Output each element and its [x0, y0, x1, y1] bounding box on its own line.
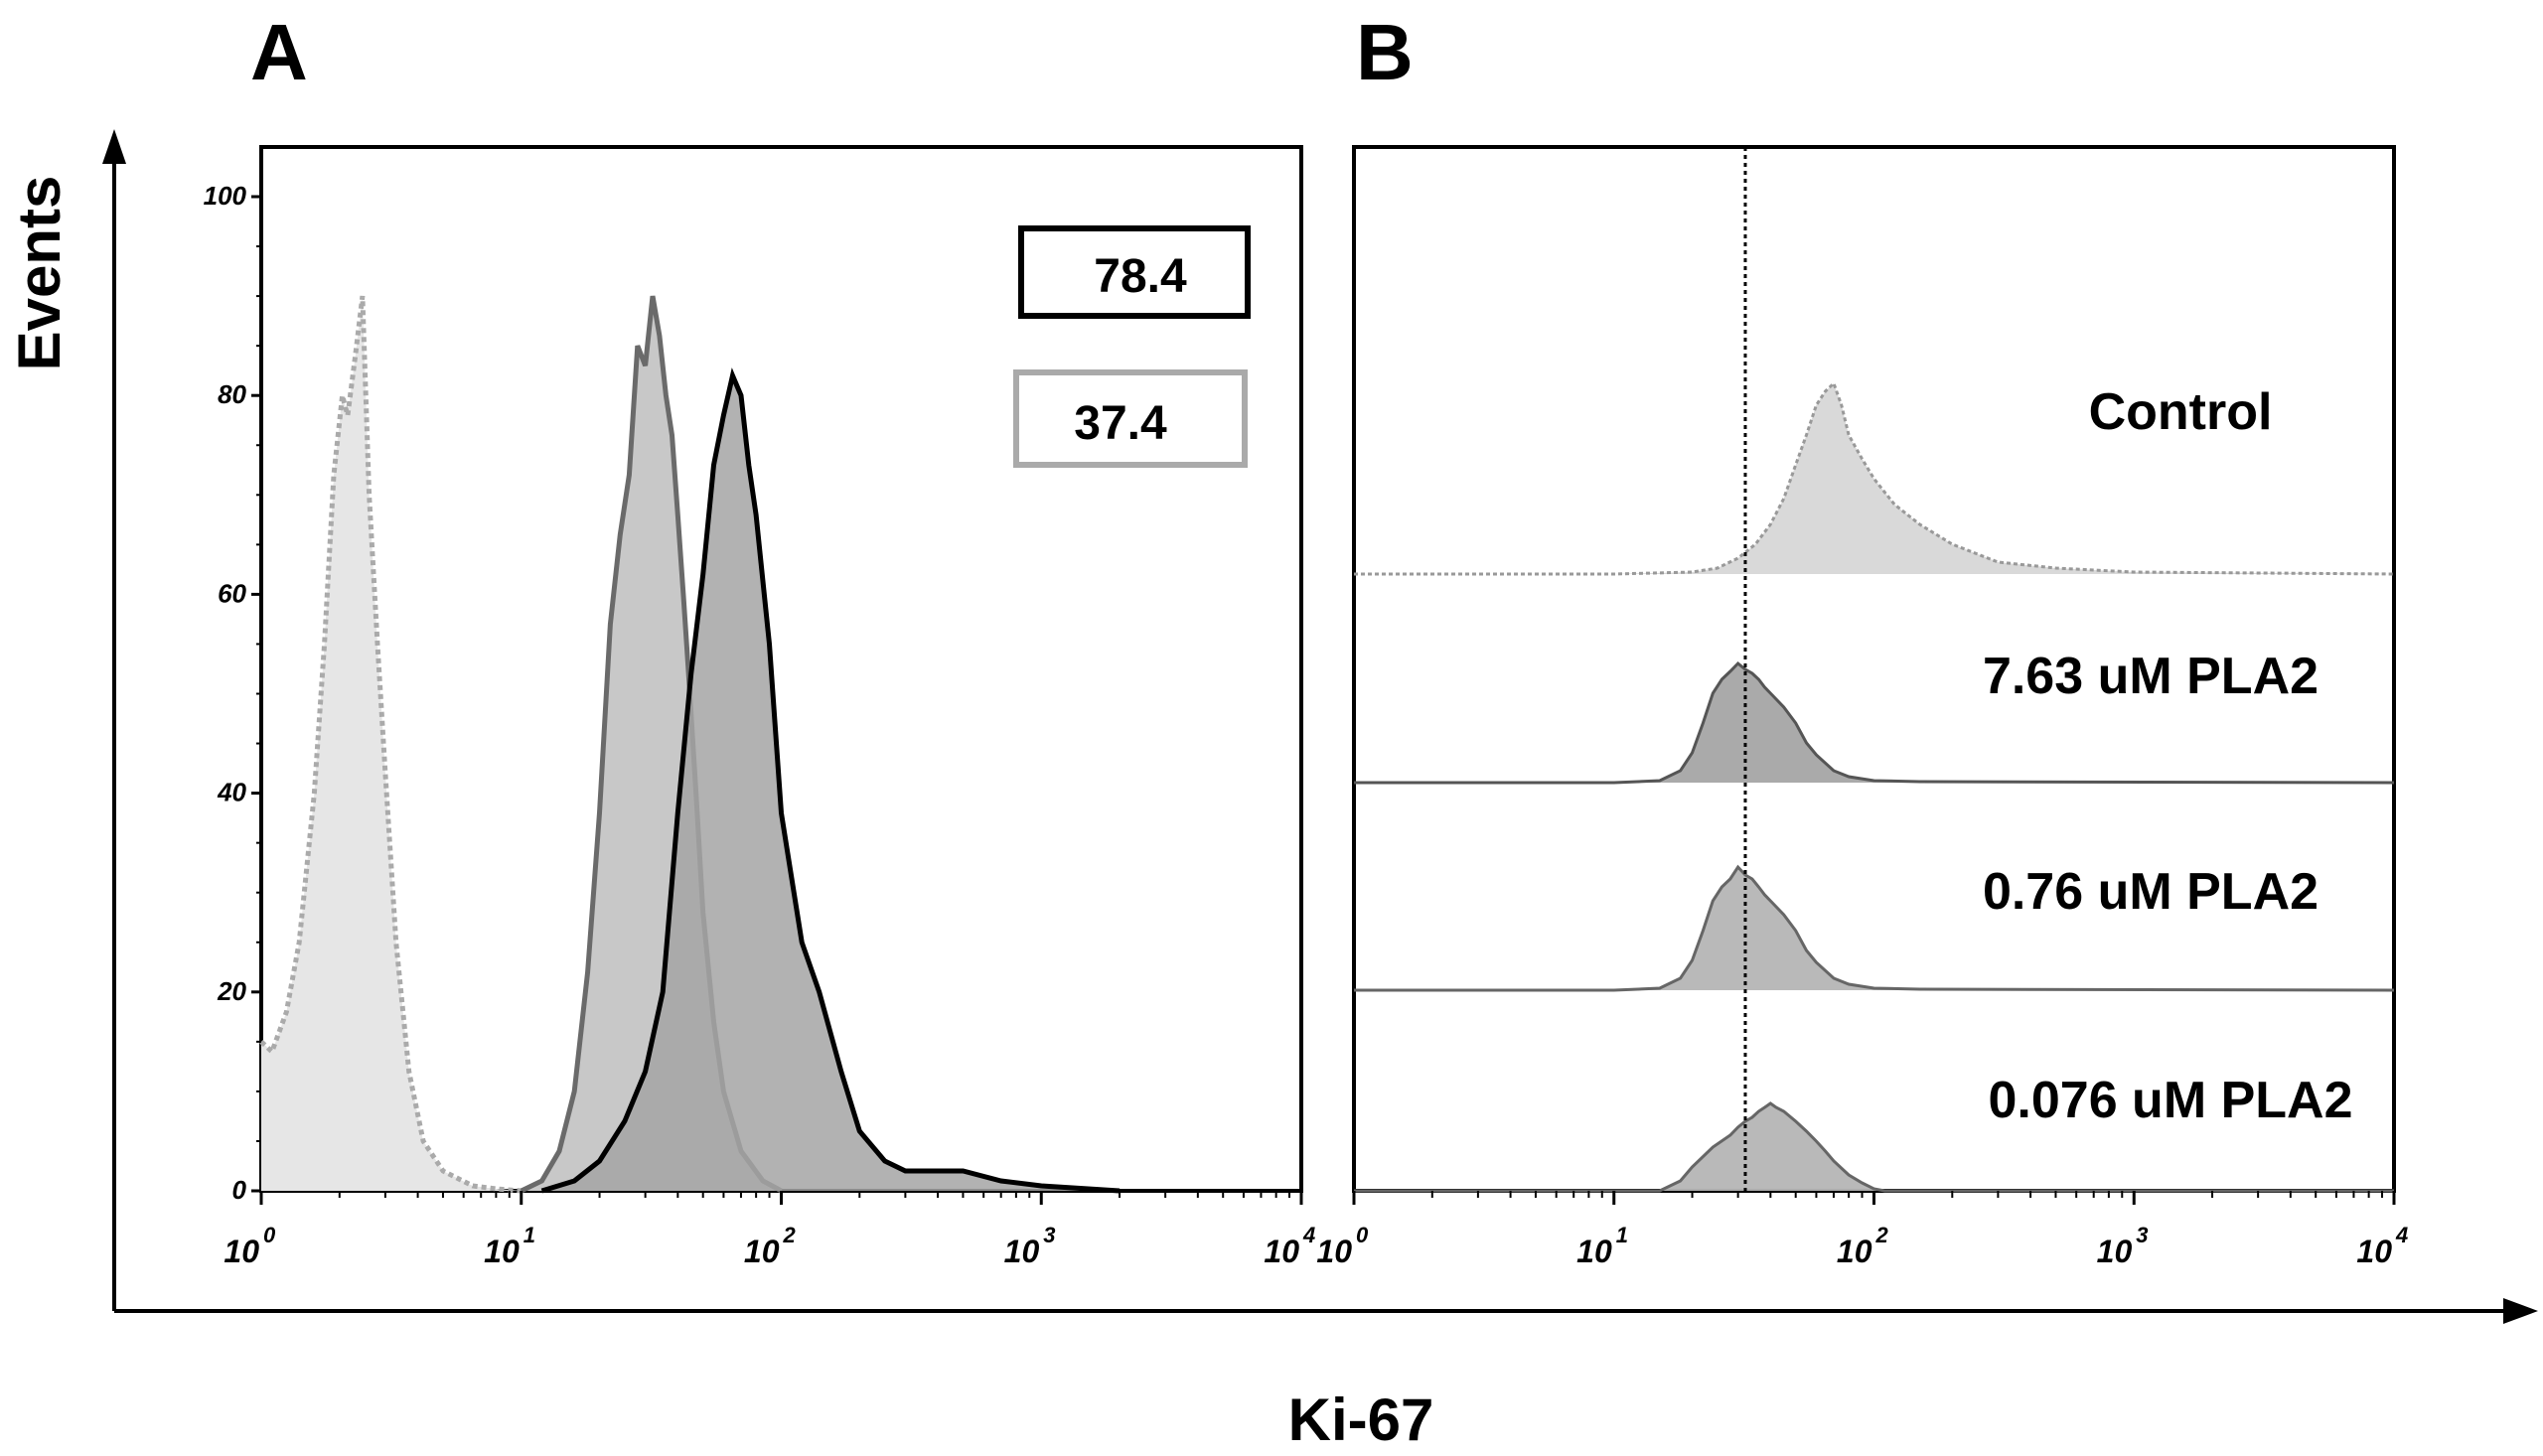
- panel-a-x-tick-label-2: 10: [744, 1234, 780, 1269]
- panel-a-series-1-fill: [261, 296, 522, 1192]
- panel-a-y-tick-label-40: 40: [217, 778, 246, 807]
- panel-a-letter: A: [250, 8, 308, 96]
- panel-b-x-tick-exp-2: 2: [1875, 1223, 1889, 1247]
- panel-b-track-2-line: [1354, 660, 2395, 785]
- panel-b-x-tick-exp-3: 3: [2136, 1223, 2148, 1247]
- panel-b-x-tick-label-0: 10: [1316, 1234, 1352, 1269]
- panel-a-x-tick-exp-2: 2: [783, 1223, 797, 1247]
- panel-a-y-tick-label-20: 20: [217, 976, 246, 1006]
- panel-b-track-3-line: [1354, 864, 2395, 992]
- panel-b-plot: [1354, 147, 2395, 1193]
- track-label-0-76: 0.76 uM PLA2: [1983, 863, 2319, 921]
- x-axis-arrow: [114, 1298, 2538, 1324]
- stat-value-black: 78.4: [1094, 250, 1187, 303]
- stat-value-gray: 37.4: [1074, 397, 1167, 450]
- panel-a-y-tick-label-60: 60: [218, 578, 246, 608]
- panel-a-x-tick-exp-0: 0: [263, 1223, 276, 1247]
- panel-a-y-tick-label-100: 100: [204, 181, 247, 211]
- panel-a-y-tick-label-80: 80: [218, 379, 246, 409]
- panel-b-x-tick-label-3: 10: [2097, 1234, 2133, 1269]
- x-axis-title: Ki-67: [1288, 1386, 1434, 1453]
- panel-b-axes: 10 0 10 1 10 2 10 3 10 4: [1316, 1191, 2408, 1269]
- panel-a-series-3-line: [540, 367, 1121, 1194]
- panel-b-x-tick-exp-0: 0: [1356, 1223, 1369, 1247]
- stat-box-black: 78.4: [1018, 225, 1251, 319]
- panel-a-x-tick-label-3: 10: [1004, 1234, 1040, 1269]
- panel-b-x-tick-label-4: 10: [2356, 1234, 2392, 1269]
- panel-b-track-1-fill: [1354, 383, 2394, 574]
- panel-a-x-tick-label-4: 10: [1264, 1234, 1299, 1269]
- track-label-0-076: 0.076 uM PLA2: [1988, 1072, 2352, 1129]
- panel-b-x-tick-exp-4: 4: [2395, 1223, 2408, 1247]
- panel-b-letter: B: [1356, 8, 1414, 96]
- panel-b-x-tick-label-2: 10: [1837, 1234, 1872, 1269]
- y-axis-arrow: [102, 129, 126, 1311]
- panel-a-series-1-line: [259, 295, 522, 1194]
- panel-b-x-tick-label-1: 10: [1576, 1234, 1612, 1269]
- y-axis-title: Events: [6, 176, 73, 371]
- stat-box-gray: 37.4: [1013, 369, 1248, 468]
- panel-a-x-tick-label-0: 10: [224, 1234, 259, 1269]
- panel-a-x-tick-exp-4: 4: [1302, 1223, 1315, 1247]
- panel-a-series-3-fill: [541, 375, 1120, 1191]
- panel-a-x-tick-exp-3: 3: [1043, 1223, 1055, 1247]
- panel-a-x-tick-exp-1: 1: [524, 1223, 535, 1247]
- panel-a-plot: [259, 295, 1121, 1194]
- panel-a-series-2-fill: [521, 296, 782, 1192]
- panel-a-x-tick-label-1: 10: [484, 1234, 520, 1269]
- panel-b-x-tick-exp-1: 1: [1616, 1223, 1628, 1247]
- track-label-7-63: 7.63 uM PLA2: [1983, 648, 2319, 705]
- panel-b-track-4-line: [1354, 1101, 2394, 1193]
- track-label-control: Control: [2089, 383, 2273, 441]
- panel-a-y-tick-label-0: 0: [232, 1175, 247, 1205]
